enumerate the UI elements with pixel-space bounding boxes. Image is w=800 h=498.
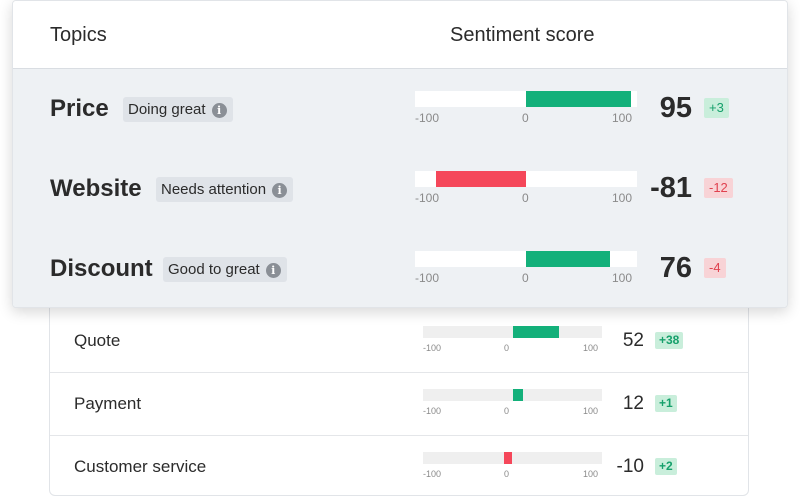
- sentiment-bar-track: [415, 251, 637, 267]
- table-header: Topics Sentiment score: [13, 1, 787, 69]
- sentiment-score: -81: [650, 172, 692, 204]
- topic-row-customer-service[interactable]: Customer service -100 0 100 -10 +2: [50, 435, 748, 498]
- info-icon[interactable]: i: [211, 102, 227, 118]
- axis-min-label: -100: [415, 271, 440, 285]
- status-badge: Doing great i: [123, 97, 233, 122]
- sentiment-score: 12: [622, 393, 644, 414]
- score-change-badge: -4: [704, 258, 726, 278]
- sentiment-score: -10: [616, 456, 644, 477]
- topic-row-website[interactable]: Website Needs attention i -100 0 100 -81 …: [13, 149, 787, 230]
- topic-row-payment[interactable]: Payment -100 0 100 12 +1: [50, 372, 748, 436]
- axis-max-label: 100: [583, 469, 599, 479]
- axis-max-label: 100: [583, 406, 599, 416]
- axis-min-label: -100: [415, 111, 440, 125]
- sentiment-bar: [526, 91, 632, 107]
- sentiment-score-column-header: Sentiment score: [450, 24, 595, 46]
- topic-name: Discount: [50, 255, 153, 282]
- score-change-badge: +3: [704, 98, 729, 118]
- topic-name: Quote: [74, 331, 121, 350]
- sentiment-score: 95: [659, 92, 692, 124]
- status-badge-label: Doing great: [128, 101, 206, 118]
- topic-name: Customer service: [74, 457, 207, 476]
- axis-zero-label: 0: [504, 406, 510, 416]
- secondary-topics-table: Quote -100 0 100 52 +38 Payment -100 0 1…: [49, 300, 749, 496]
- axis-min-label: -100: [415, 191, 440, 205]
- sentiment-bar: [512, 389, 524, 401]
- info-icon[interactable]: i: [265, 262, 281, 278]
- sentiment-bar-track: [423, 389, 602, 401]
- sentiment-bar-track: [415, 91, 637, 107]
- axis-min-label: -100: [423, 406, 442, 416]
- sentiment-bar: [512, 326, 560, 338]
- status-badge-label: Good to great: [168, 261, 260, 278]
- topic-name: Payment: [74, 394, 142, 413]
- top-topics-card: Topics Sentiment score Price Doing great…: [12, 0, 788, 308]
- sentiment-score: 52: [622, 330, 644, 351]
- axis-min-label: -100: [423, 343, 442, 353]
- score-change-badge: +2: [655, 458, 677, 475]
- topic-name: Price: [50, 95, 109, 122]
- topic-row-discount[interactable]: Discount Good to great i -100 0 100 76 -4: [13, 229, 787, 307]
- info-icon[interactable]: i: [272, 182, 288, 198]
- axis-max-label: 100: [612, 111, 633, 125]
- sentiment-bar-track: [423, 452, 602, 464]
- axis-max-label: 100: [583, 343, 599, 353]
- sentiment-bar-track: [423, 326, 602, 338]
- sentiment-score: 76: [659, 252, 692, 284]
- axis-min-label: -100: [423, 469, 442, 479]
- axis-zero-label: 0: [504, 469, 510, 479]
- axis-zero-label: 0: [504, 343, 510, 353]
- topic-name: Website: [50, 175, 142, 202]
- score-change-badge: +1: [655, 395, 677, 412]
- sentiment-bar: [503, 452, 513, 464]
- topic-row-price[interactable]: Price Doing great i -100 0 100 95 +3: [13, 69, 787, 150]
- sentiment-bar: [436, 171, 526, 187]
- axis-max-label: 100: [612, 271, 633, 285]
- status-badge: Needs attention i: [156, 177, 294, 202]
- axis-max-label: 100: [612, 191, 633, 205]
- axis-zero-label: 0: [522, 111, 529, 125]
- topic-row-quote[interactable]: Quote -100 0 100 52 +38: [50, 309, 748, 373]
- score-change-badge: +38: [655, 332, 684, 349]
- score-change-badge: -12: [704, 178, 733, 198]
- status-badge: Good to great i: [163, 257, 287, 282]
- sentiment-bar: [526, 251, 611, 267]
- sentiment-bar-track: [415, 171, 637, 187]
- status-badge-label: Needs attention: [161, 181, 267, 198]
- topics-column-header: Topics: [50, 24, 107, 46]
- axis-zero-label: 0: [522, 271, 529, 285]
- axis-zero-label: 0: [522, 191, 529, 205]
